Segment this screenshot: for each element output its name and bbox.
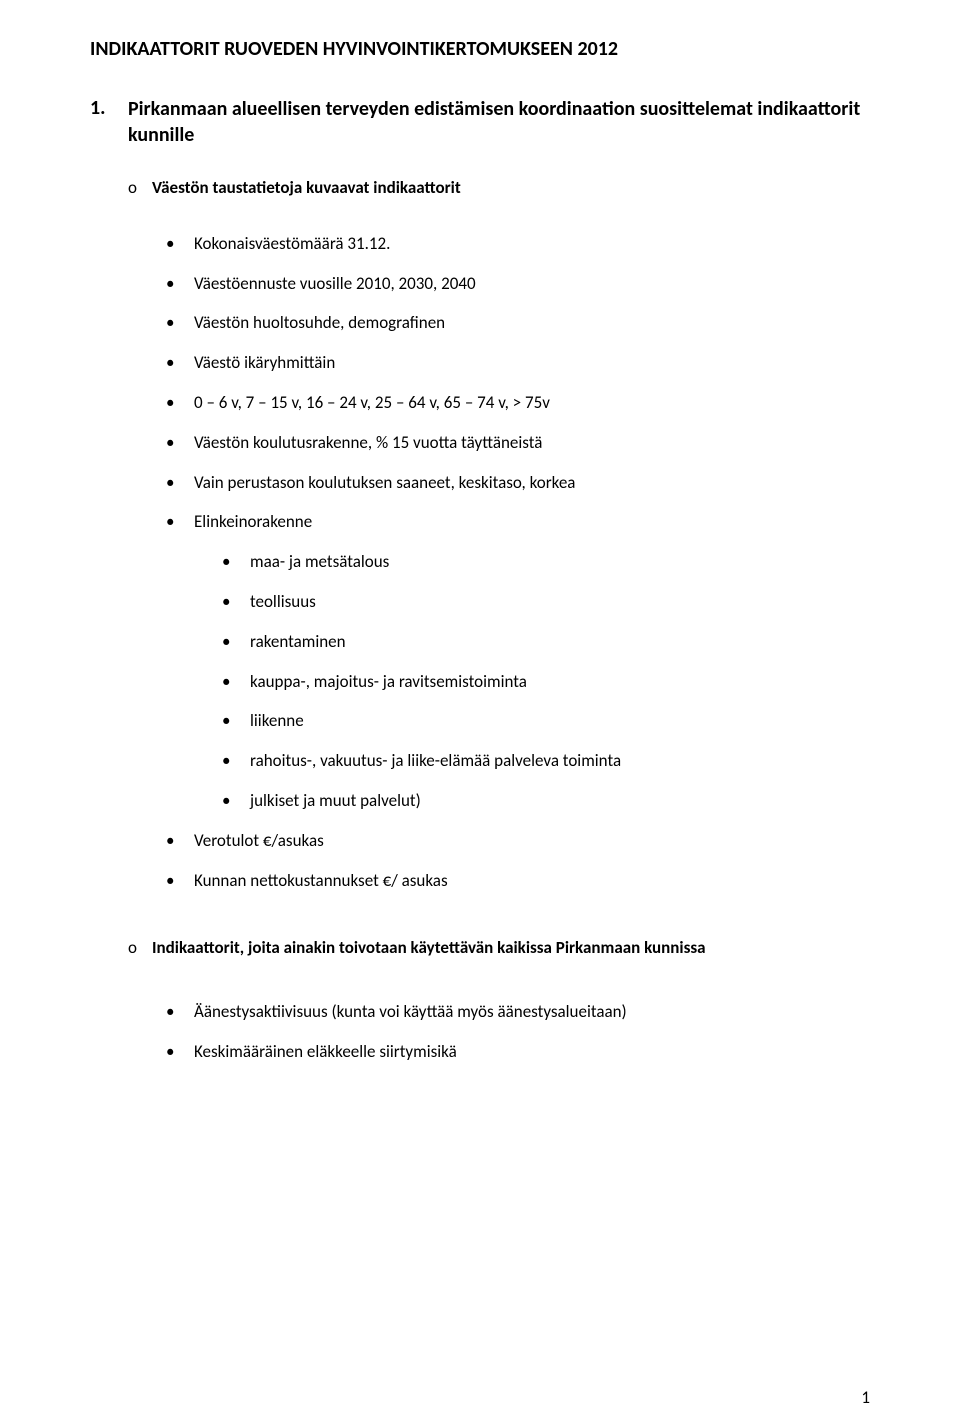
list-item: rahoitus-, vakuutus- ja liike-elämää pal… — [222, 749, 870, 773]
list-item: Väestön koulutusrakenne, % 15 vuotta täy… — [166, 431, 870, 455]
list-item-text: Verotulot €/asukas — [194, 830, 324, 851]
list-item-text: Vain perustason koulutuksen saaneet, kes… — [194, 472, 575, 493]
list-item: liikenne — [222, 709, 870, 733]
list-item-text: Kunnan nettokustannukset €/ asukas — [194, 870, 448, 891]
list-item: Verotulot €/asukas — [166, 829, 870, 853]
subsection-marker: o — [128, 936, 152, 960]
list-item-text: liikenne — [250, 710, 304, 731]
list-item: Väestö ikäryhmittäin — [166, 351, 870, 375]
bullet-list-3: Äänestysaktiivisuus (kunta voi käyttää m… — [166, 1000, 870, 1064]
list-item: Kokonaisväestömäärä 31.12. — [166, 232, 870, 256]
list-item: kauppa-, majoitus- ja ravitsemistoiminta — [222, 670, 870, 694]
list-item: Äänestysaktiivisuus (kunta voi käyttää m… — [166, 1000, 870, 1024]
list-item: Väestöennuste vuosille 2010, 2030, 2040 — [166, 272, 870, 296]
document-title: INDIKAATTORIT RUOVEDEN HYVINVOINTIKERTOM… — [90, 36, 870, 62]
list-item-text: Väestön huoltosuhde, demografinen — [194, 312, 445, 333]
list-item: julkiset ja muut palvelut) — [222, 789, 870, 813]
subsection-row-2: o Indikaattorit, joita ainakin toivotaan… — [90, 936, 870, 960]
list-item-text: teollisuus — [250, 591, 316, 612]
list-item-text: kauppa-, majoitus- ja ravitsemistoiminta — [250, 671, 527, 692]
list-item: 0 – 6 v, 7 – 15 v, 16 – 24 v, 25 – 64 v,… — [166, 391, 870, 415]
list-item-text: 0 – 6 v, 7 – 15 v, 16 – 24 v, 25 – 64 v,… — [194, 392, 550, 413]
page-number: 1 — [861, 1387, 870, 1408]
bullet-list-1: Kokonaisväestömäärä 31.12. Väestöennuste… — [166, 232, 870, 893]
list-item-text: Väestöennuste vuosille 2010, 2030, 2040 — [194, 273, 476, 294]
list-item-text: Keskimääräinen eläkkeelle siirtymisikä — [194, 1041, 457, 1062]
list-item-text: rakentaminen — [250, 631, 346, 652]
section-heading-row: 1. Pirkanmaan alueellisen terveyden edis… — [90, 96, 870, 148]
list-item: maa- ja metsätalous — [222, 550, 870, 574]
list-item-text: rahoitus-, vakuutus- ja liike-elämää pal… — [250, 750, 621, 771]
list-item-text: Äänestysaktiivisuus (kunta voi käyttää m… — [194, 1001, 627, 1022]
list-item-text: Väestö ikäryhmittäin — [194, 352, 335, 373]
list-item-text: Elinkeinorakenne — [194, 511, 312, 532]
list-item-text: maa- ja metsätalous — [250, 551, 389, 572]
subsection-label: Väestön taustatietoja kuvaavat indikaatt… — [152, 176, 461, 200]
list-item: Elinkeinorakenne maa- ja metsätalous teo… — [166, 510, 870, 812]
subsection-marker: o — [128, 176, 152, 200]
list-item: Keskimääräinen eläkkeelle siirtymisikä — [166, 1040, 870, 1064]
list-item: teollisuus — [222, 590, 870, 614]
section-number: 1. — [90, 96, 128, 120]
list-item-text: Kokonaisväestömäärä 31.12. — [194, 233, 390, 254]
list-item: Kunnan nettokustannukset €/ asukas — [166, 869, 870, 893]
list-item-text: julkiset ja muut palvelut) — [250, 790, 421, 811]
subsection-row: o Väestön taustatietoja kuvaavat indikaa… — [90, 176, 870, 200]
list-item: Vain perustason koulutuksen saaneet, kes… — [166, 471, 870, 495]
bullet-list-2: maa- ja metsätalous teollisuus rakentami… — [222, 550, 870, 813]
list-item: Väestön huoltosuhde, demografinen — [166, 311, 870, 335]
section-heading: Pirkanmaan alueellisen terveyden edistäm… — [128, 96, 870, 148]
list-item-text: Väestön koulutusrakenne, % 15 vuotta täy… — [194, 432, 542, 453]
subsection-label: Indikaattorit, joita ainakin toivotaan k… — [152, 936, 706, 960]
list-item: rakentaminen — [222, 630, 870, 654]
